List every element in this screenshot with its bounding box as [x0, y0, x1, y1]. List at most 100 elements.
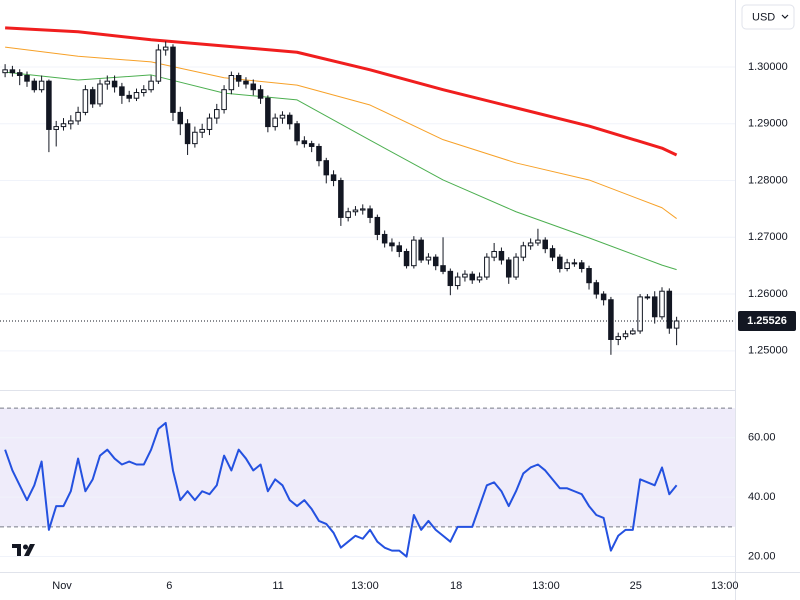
- candle-body: [571, 262, 578, 265]
- candle-body: [148, 80, 154, 91]
- candle-body: [199, 128, 205, 133]
- x-tick-label: 13:00: [711, 580, 739, 592]
- x-tick-label: 11: [272, 580, 283, 592]
- candle-body: [2, 69, 8, 74]
- candle-body: [666, 290, 673, 329]
- candle-body: [527, 242, 534, 247]
- last-price-box: [738, 310, 796, 331]
- candle-body: [330, 174, 337, 182]
- candle-body: [615, 336, 621, 340]
- candle-body: [265, 97, 271, 128]
- candle-body: [82, 89, 89, 113]
- candle-body: [89, 89, 96, 105]
- candle-body: [542, 239, 548, 250]
- candle-body: [316, 145, 322, 162]
- candle-body: [637, 296, 643, 332]
- line-series: [5, 71, 677, 271]
- candle-body: [214, 109, 220, 119]
- candle-body: [345, 211, 351, 218]
- candle-body: [593, 282, 600, 295]
- background-layer: [0, 66, 735, 558]
- logo-part[interactable]: [24, 544, 35, 556]
- candle-body: [53, 126, 59, 130]
- candle-body: [323, 160, 330, 176]
- candle-body: [170, 46, 176, 113]
- candle-body: [133, 92, 140, 99]
- candle-body: [272, 117, 278, 128]
- dropdown-chevron[interactable]: [781, 14, 789, 19]
- candle-body: [411, 239, 417, 267]
- candle-body: [68, 120, 74, 125]
- candle-body: [549, 248, 556, 258]
- candle-body: [287, 114, 293, 125]
- y-tick-label: 20.00: [748, 550, 776, 562]
- y-tick-label: 1.26000: [748, 288, 788, 300]
- line-series: [5, 46, 677, 219]
- candle-body: [279, 114, 286, 119]
- candle-body: [141, 89, 147, 94]
- candle-body: [352, 209, 359, 213]
- candle-body: [75, 111, 81, 122]
- candle-body: [359, 208, 366, 211]
- currency-label[interactable]: USD: [752, 11, 775, 23]
- last-price-label: 1.25526: [747, 315, 787, 327]
- candle-body: [9, 69, 16, 74]
- x-tick-label: 25: [630, 580, 642, 592]
- candle-body: [564, 262, 570, 270]
- currency-button[interactable]: [741, 4, 795, 30]
- y-tick-label: 1.29000: [748, 118, 788, 130]
- candle-body: [16, 72, 23, 77]
- candle-body: [389, 242, 395, 247]
- candle-body: [491, 250, 497, 258]
- candle-body: [622, 333, 629, 338]
- candle-body: [367, 208, 373, 218]
- candle-body: [24, 75, 30, 82]
- candle-body: [440, 265, 446, 272]
- logo-part[interactable]: [12, 544, 21, 556]
- candle-body: [418, 239, 424, 261]
- candle-body: [97, 83, 103, 105]
- x-tick-label: Nov: [52, 580, 72, 592]
- candle-body: [111, 80, 118, 88]
- x-tick-label: 13:00: [351, 580, 379, 592]
- candle-body: [308, 143, 315, 147]
- candle-body: [60, 123, 67, 128]
- candle-body: [31, 80, 38, 91]
- x-tick-label: 13:00: [532, 580, 560, 592]
- candle-body: [659, 290, 665, 318]
- candle-body: [257, 89, 264, 99]
- candle-body: [432, 256, 439, 267]
- candle-body: [396, 245, 403, 252]
- x-tick-label: 6: [166, 580, 172, 592]
- candle-body: [454, 276, 461, 287]
- currency-selector[interactable]: USD: [741, 4, 795, 30]
- line-series: [5, 26, 678, 157]
- candle-body: [608, 299, 614, 340]
- candle-body: [447, 270, 454, 287]
- candle-body: [104, 80, 111, 85]
- candle-body: [294, 123, 300, 142]
- candle-body: [206, 117, 213, 130]
- y-tick-label: 1.25000: [748, 345, 788, 357]
- y-tick-label: 60.00: [748, 432, 776, 444]
- candle-body: [38, 80, 45, 91]
- plot-layer: [0, 26, 735, 558]
- candle-body: [374, 216, 381, 235]
- x-tick-label: 18: [450, 580, 462, 592]
- candle-body: [338, 180, 344, 218]
- candle-body: [644, 296, 651, 299]
- candle-body: [425, 256, 432, 261]
- candle-body: [192, 131, 198, 145]
- candle-body: [520, 245, 527, 258]
- line-series: [4, 421, 678, 558]
- candle-body: [184, 123, 191, 145]
- logo[interactable]: [12, 544, 35, 556]
- y-tick-label: 1.27000: [748, 231, 788, 243]
- candle-body: [557, 256, 563, 270]
- candle-body: [630, 330, 636, 335]
- candle-body: [46, 80, 52, 130]
- logo-part[interactable]: [23, 544, 28, 550]
- y-tick-label: 40.00: [748, 491, 776, 503]
